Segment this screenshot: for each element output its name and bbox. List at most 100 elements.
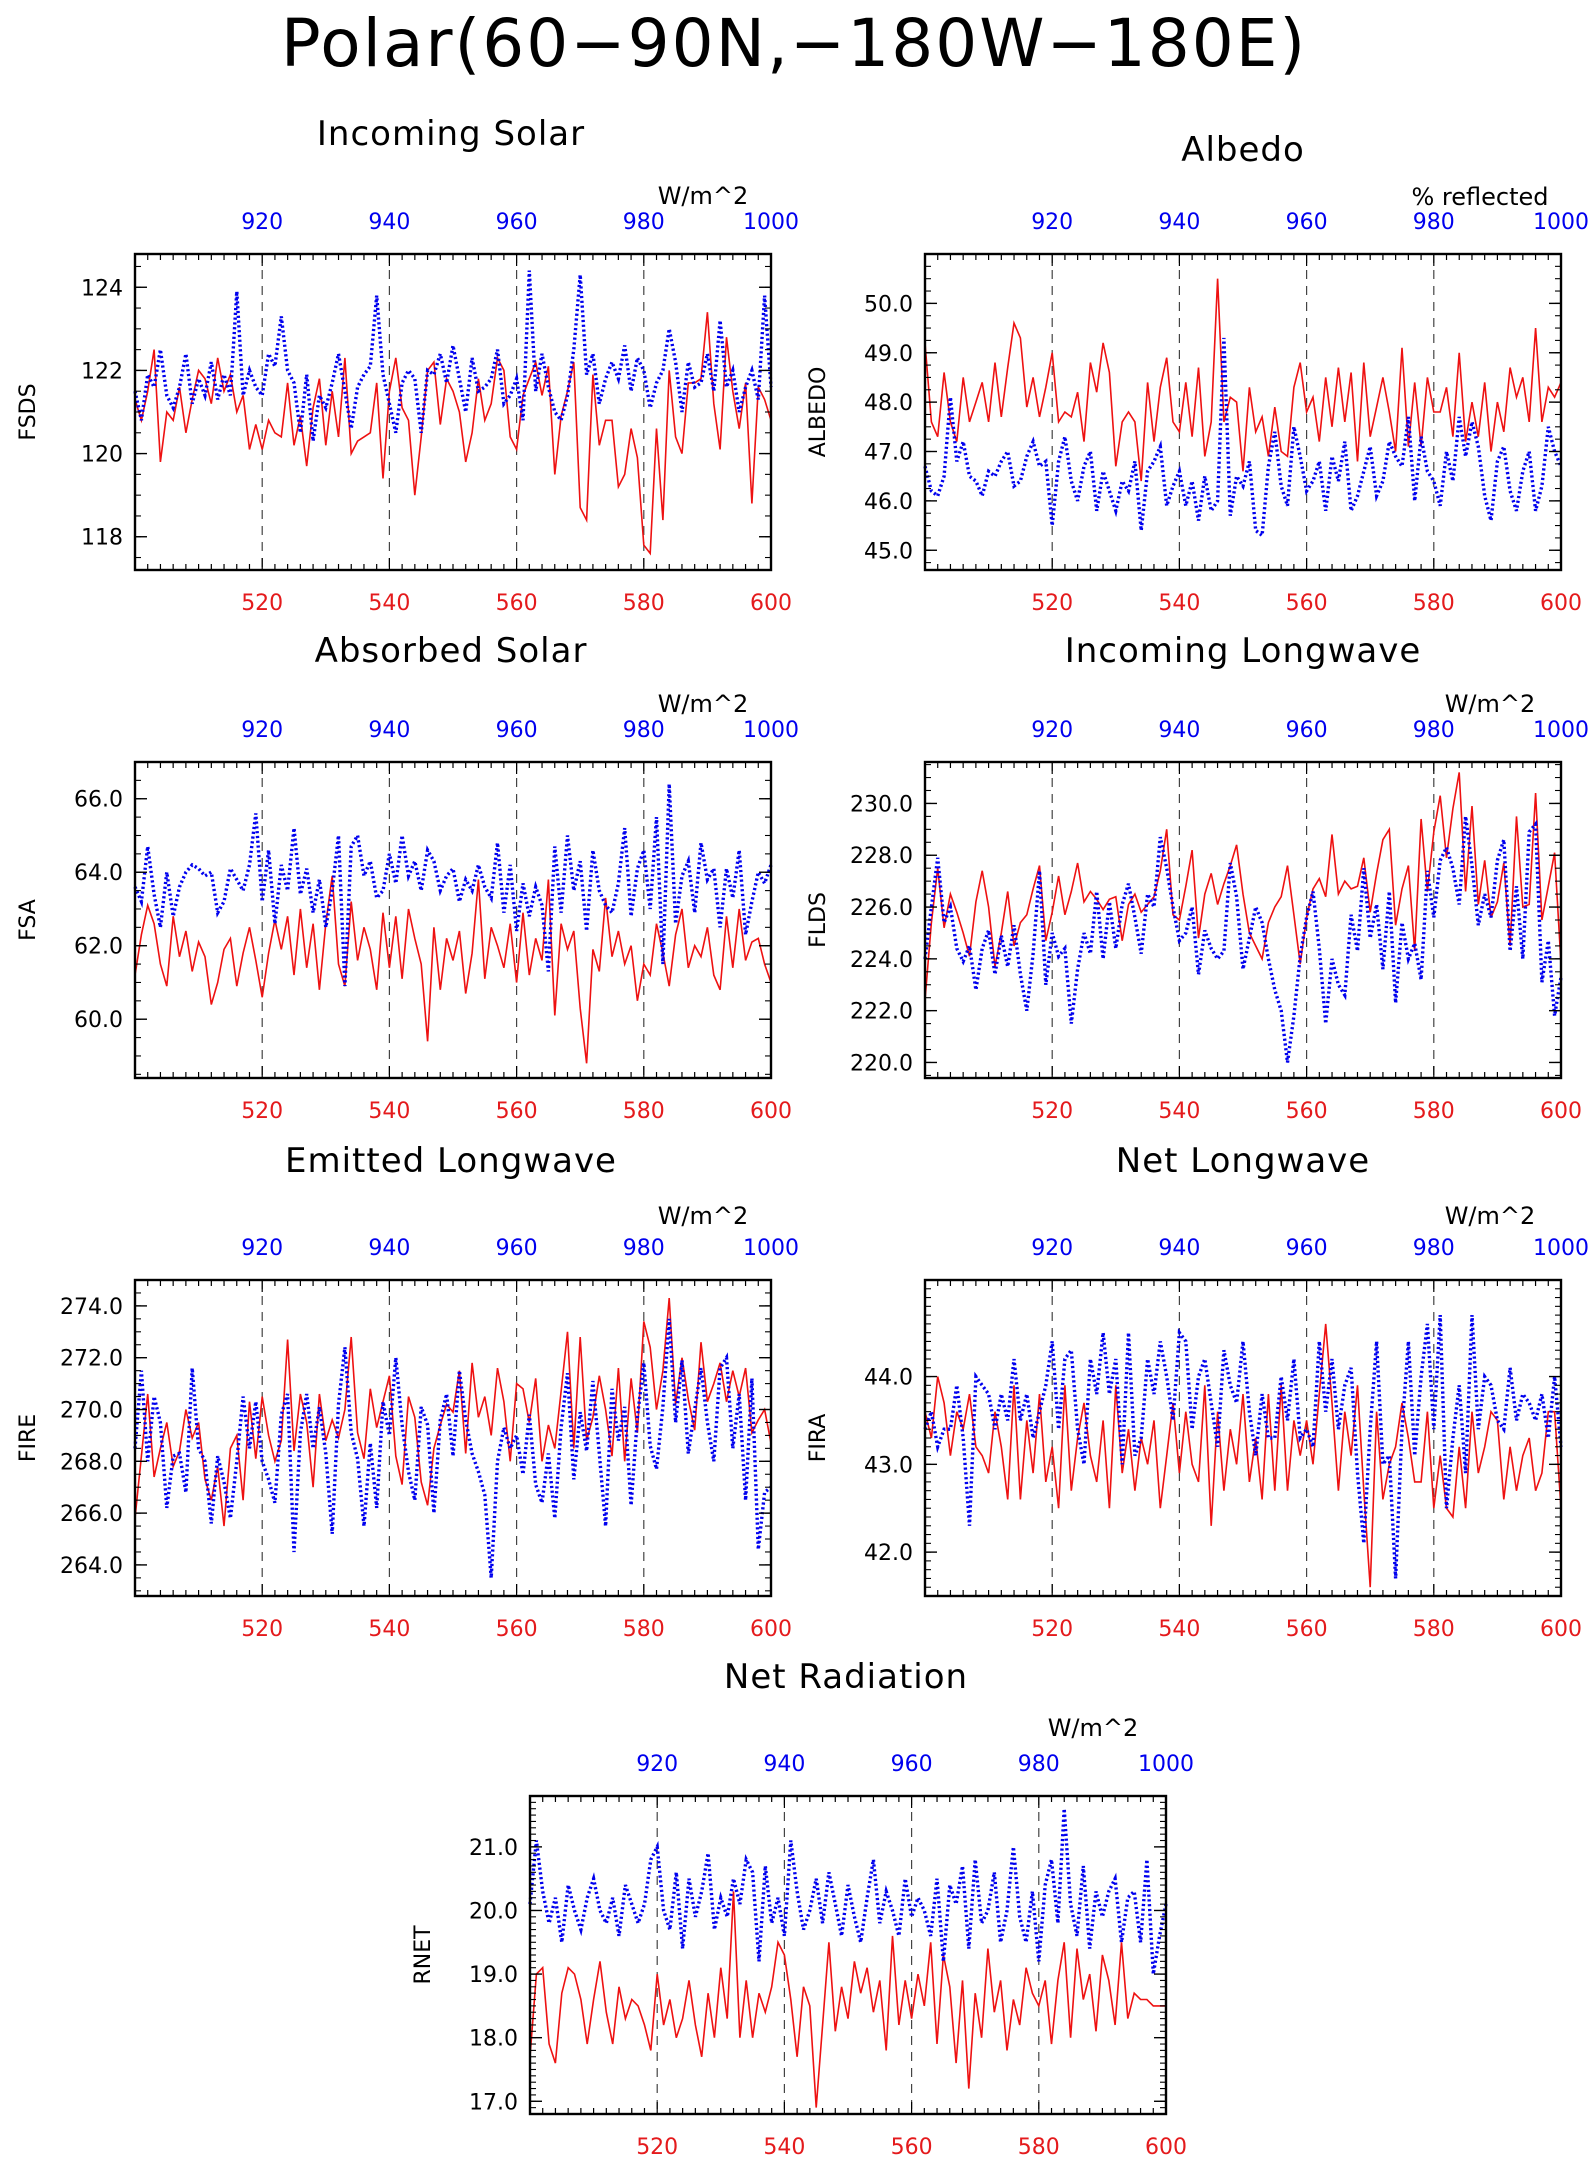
y-tick-label: 264.0	[60, 1554, 123, 1579]
x-tick-label-top: 920	[1031, 210, 1073, 235]
plot-frame	[133, 760, 773, 1080]
x-tick-label-top: 920	[1031, 718, 1073, 743]
x-tick-label-bottom: 600	[750, 1099, 792, 1124]
y-tick-label: 270.0	[60, 1399, 123, 1424]
y-axis-label: FLDS	[806, 892, 831, 948]
x-tick-label-top: 980	[1413, 210, 1455, 235]
plot-frame	[923, 760, 1563, 1080]
x-tick-label-bottom: 520	[241, 1617, 283, 1642]
x-tick-label-top: 960	[891, 1752, 933, 1777]
series-line-red	[134, 1298, 772, 1527]
series-line-red	[529, 1891, 1166, 2108]
chart-fsa: Absorbed Solar W/m^2 FSA 520 540 560 580 600 920…	[16, 631, 799, 1124]
y-tick-label: 45.0	[864, 539, 913, 564]
x-tick-label-bottom: 580	[1413, 1099, 1455, 1124]
x-tick-label-bottom: 600	[1145, 2135, 1187, 2160]
y-tick-label: 220.0	[850, 1051, 913, 1076]
y-tick-label: 122	[81, 359, 123, 384]
chart-title: Emitted Longwave	[285, 1141, 617, 1181]
x-tick-label-top: 980	[1413, 718, 1455, 743]
series-line-blue	[133, 270, 773, 442]
y-tick-label: 230.0	[850, 792, 913, 817]
y-tick-label: 21.0	[469, 1836, 518, 1861]
chart-fira: Net Longwave W/m^2 FIRA 520 540 560 580 600 920 9…	[806, 1141, 1588, 1642]
x-tick-label-top: 960	[496, 210, 538, 235]
chart-title: Net Radiation	[724, 1657, 968, 1697]
plot-frame	[923, 1278, 1563, 1598]
chart-title: Net Longwave	[1116, 1141, 1370, 1181]
y-tick-label: 18.0	[469, 2027, 518, 2052]
x-tick-label-top: 1000	[1138, 1752, 1194, 1777]
y-tick-label: 62.0	[74, 935, 123, 960]
x-tick-label-bottom: 540	[368, 1617, 410, 1642]
x-tick-label-bottom: 560	[1286, 1617, 1328, 1642]
series-line-red	[134, 875, 772, 1064]
x-tick-label-bottom: 560	[891, 2135, 933, 2160]
x-tick-label-bottom: 540	[1158, 1617, 1200, 1642]
chart-title: Albedo	[1181, 130, 1305, 170]
x-tick-label-bottom: 540	[1158, 1099, 1200, 1124]
series-line-blue	[133, 783, 773, 987]
y-tick-label: 224.0	[850, 948, 913, 973]
y-tick-label: 268.0	[60, 1450, 123, 1475]
x-tick-label-top: 940	[763, 1752, 805, 1777]
chart-rnet: Net Radiation W/m^2 RNET 520 540 560 580 600 920…	[411, 1657, 1194, 2160]
chart-title: Incoming Solar	[317, 114, 585, 154]
x-tick-label-top: 980	[1413, 1236, 1455, 1261]
plot-frame	[923, 252, 1563, 572]
x-tick-label-top: 980	[623, 1236, 665, 1261]
x-tick-label-bottom: 580	[1413, 1617, 1455, 1642]
figure-title: Polar(60−90N,−180W−180E)	[281, 5, 1307, 82]
x-tick-label-top: 980	[623, 718, 665, 743]
x-tick-label-bottom: 560	[496, 1099, 538, 1124]
x-tick-label-top: 940	[368, 210, 410, 235]
series-line-red	[924, 278, 1562, 482]
y-axis-label: FIRA	[806, 1414, 831, 1463]
x-tick-label-top: 960	[496, 718, 538, 743]
y-tick-label: 17.0	[469, 2090, 518, 2115]
y-tick-label: 226.0	[850, 896, 913, 921]
x-tick-label-bottom: 560	[496, 591, 538, 616]
y-tick-label: 124	[81, 276, 123, 301]
x-tick-label-top: 920	[1031, 1236, 1073, 1261]
x-tick-label-top: 920	[241, 1236, 283, 1261]
x-tick-label-bottom: 580	[1018, 2135, 1060, 2160]
series-line-blue	[923, 1315, 1563, 1579]
y-tick-label: 50.0	[864, 292, 913, 317]
y-tick-label: 47.0	[864, 441, 913, 466]
chart-title: Absorbed Solar	[315, 631, 588, 671]
y-tick-label: 222.0	[850, 1000, 913, 1025]
x-tick-label-top: 980	[1018, 1752, 1060, 1777]
units-label: W/m^2	[658, 1202, 749, 1230]
x-tick-label-bottom: 580	[1413, 591, 1455, 616]
y-tick-label: 60.0	[74, 1008, 123, 1033]
chart-fsds: Incoming Solar W/m^2 FSDS 520 540 560 580 600 92…	[16, 114, 799, 616]
y-tick-label: 43.0	[864, 1453, 913, 1478]
x-tick-label-bottom: 540	[763, 2135, 805, 2160]
x-tick-label-bottom: 600	[1540, 1617, 1582, 1642]
y-tick-label: 42.0	[864, 1541, 913, 1566]
x-tick-label-bottom: 580	[623, 1099, 665, 1124]
y-tick-label: 20.0	[469, 1899, 518, 1924]
series-line-red	[924, 1323, 1562, 1588]
x-tick-label-bottom: 600	[750, 1617, 792, 1642]
x-tick-label-bottom: 520	[636, 2135, 678, 2160]
plot-frame	[133, 252, 773, 572]
x-tick-label-top: 1000	[743, 210, 799, 235]
x-tick-label-bottom: 560	[1286, 1099, 1328, 1124]
x-tick-label-top: 960	[1286, 718, 1328, 743]
chart-albedo: Albedo % reflected ALBEDO 520 540 560 580 600 92…	[806, 130, 1588, 616]
units-label: W/m^2	[1048, 1714, 1139, 1742]
x-tick-label-top: 960	[1286, 210, 1328, 235]
plot-frame	[528, 1794, 1168, 2116]
x-tick-label-bottom: 540	[1158, 591, 1200, 616]
x-tick-label-top: 940	[1158, 718, 1200, 743]
chart-fire: Emitted Longwave W/m^2 FIRE 520 540 560 580 600…	[16, 1141, 799, 1642]
series-line-blue	[133, 1318, 773, 1579]
series-line-red	[134, 312, 772, 556]
x-tick-label-top: 920	[241, 718, 283, 743]
x-tick-label-top: 940	[368, 1236, 410, 1261]
series-line-blue	[923, 816, 1563, 1063]
y-axis-label: FIRE	[16, 1414, 41, 1462]
